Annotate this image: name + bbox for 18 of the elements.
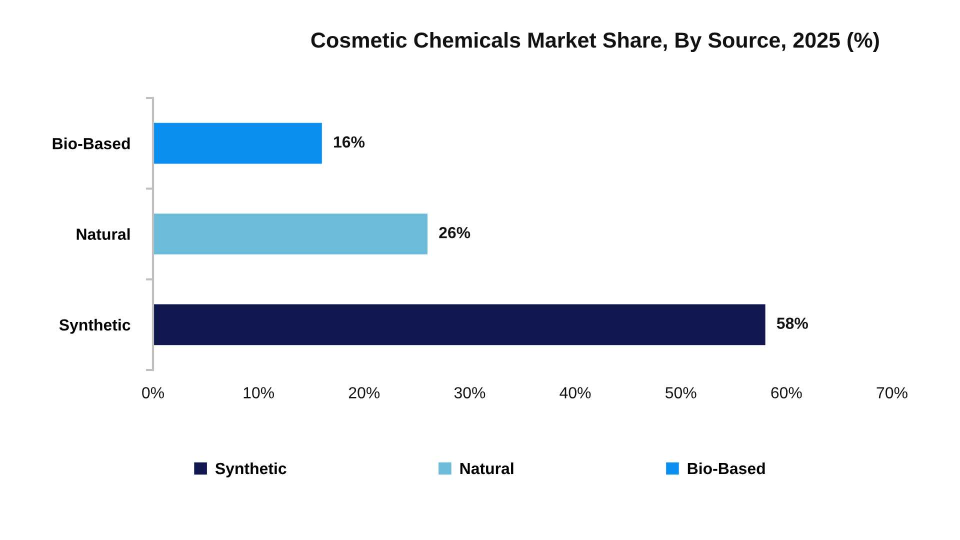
data-label: 26%: [439, 226, 470, 238]
x-tick-label: 40%: [560, 387, 591, 398]
legend-label: Bio-Based: [688, 462, 765, 474]
y-tick-label: Natural: [76, 228, 130, 240]
x-tick-label: 20%: [348, 387, 380, 398]
x-tick-label: 0%: [142, 387, 164, 398]
y-tick-label: Bio-Based: [52, 138, 130, 150]
legend-label: Natural: [460, 462, 514, 474]
y-tick-label: Synthetic: [59, 318, 130, 334]
x-tick-label: 10%: [244, 387, 274, 398]
x-tick-label: 50%: [666, 387, 696, 398]
legend-label: Synthetic: [215, 462, 286, 478]
chart-title: Cosmetic Chemicals Market Share, By Source, 2025 (%): [311, 32, 879, 52]
x-tick-label: 30%: [454, 387, 486, 398]
data-label: 58%: [776, 318, 808, 329]
x-tick-label: 70%: [876, 387, 908, 398]
x-tick-label: 60%: [771, 387, 802, 398]
data-label: 16%: [334, 136, 365, 148]
